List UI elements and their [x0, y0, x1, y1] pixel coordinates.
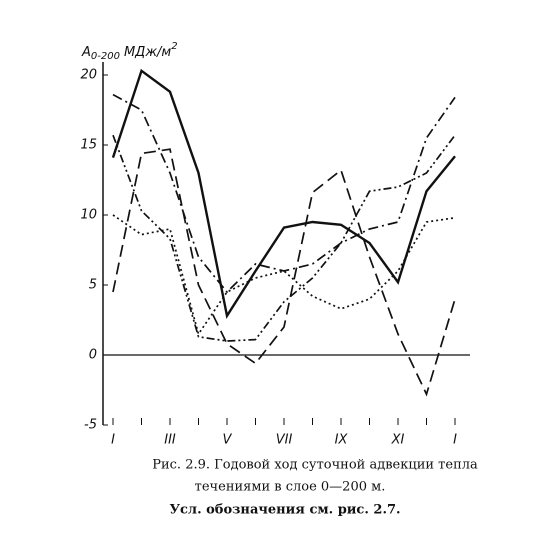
y-tick-label: 5 [89, 278, 97, 293]
series-line [112, 134, 456, 342]
y-tick-label: 15 [80, 138, 97, 153]
y-tick-label: 0 [89, 348, 97, 363]
y-label-symbol: A [81, 45, 91, 60]
y-tick-label: 20 [80, 68, 97, 83]
x-tick-label: I [111, 433, 115, 448]
y-tick-label: -5 [84, 418, 97, 433]
series-line [112, 148, 456, 397]
note: Усл. обозначения см. рис. 2.7. [169, 503, 400, 518]
y-label-superscript: 2 [171, 41, 177, 52]
y-label-subscript: 0-200 [91, 51, 120, 62]
x-tick-label: III [164, 433, 176, 448]
y-label: A0-200 МДж/м2 [81, 41, 178, 62]
y-tick-label: 10 [80, 208, 97, 223]
x-tick-label: I [453, 433, 457, 448]
caption-line: Рис. 2.9. Годовой ход суточной адвекции … [152, 458, 478, 473]
series-line [112, 93, 456, 294]
y-label-unit: МДж/м [124, 45, 171, 60]
x-tick-label: XI [391, 433, 405, 448]
x-tick-label: IX [335, 433, 349, 448]
caption-line: течениями в слое 0—200 м. [195, 480, 386, 495]
x-tick-label: VII [276, 433, 293, 448]
series-line [111, 68, 456, 319]
x-tick-label: V [223, 433, 233, 448]
